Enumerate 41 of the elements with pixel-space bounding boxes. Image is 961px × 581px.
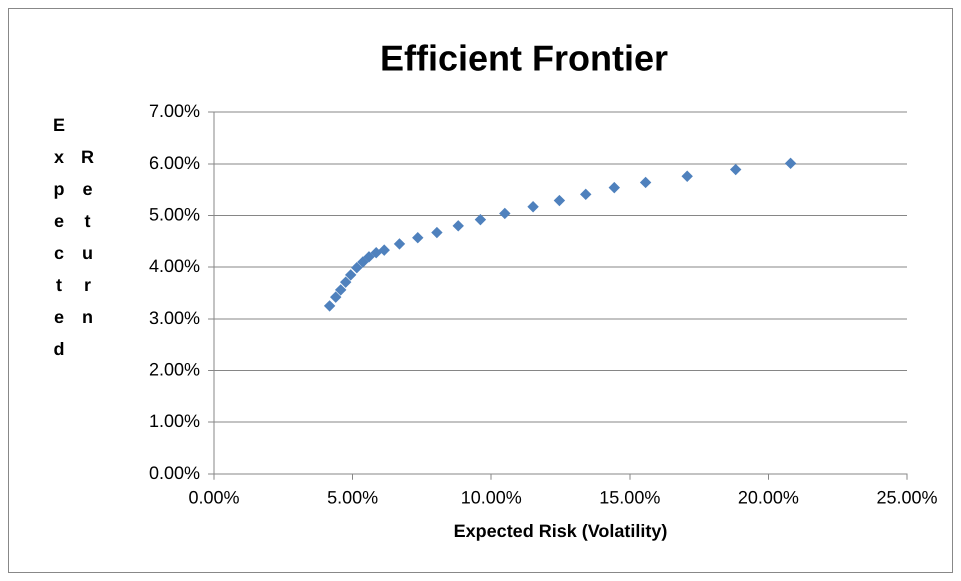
point [474, 214, 486, 226]
point [580, 188, 592, 200]
x-tick-label: 0.00% [188, 488, 240, 508]
point [554, 195, 565, 206]
point [340, 276, 352, 288]
point [363, 251, 374, 262]
x-axis-title: Expected Risk (Volatility) [454, 521, 668, 542]
point [412, 232, 424, 244]
point [730, 164, 742, 176]
point [785, 158, 796, 169]
y-tick-label: 6.00% [148, 152, 200, 173]
y-tick-label: 7.00% [148, 101, 200, 122]
y-tick-label: 5.00% [148, 204, 200, 224]
y-tick-label: 2.00% [148, 359, 200, 380]
point [335, 284, 346, 296]
y-tick-label: 0.00% [148, 462, 200, 483]
y-tick-label: 1.00% [148, 411, 200, 432]
point [378, 244, 390, 256]
point [640, 176, 652, 188]
point [499, 208, 510, 219]
chart-title: Efficient Frontier [380, 38, 668, 79]
x-tick-label: 25.00% [876, 488, 938, 508]
x-tick-label: 5.00% [327, 488, 378, 508]
point [370, 247, 382, 258]
point [351, 262, 362, 274]
point [452, 220, 464, 232]
point [330, 292, 342, 303]
point [682, 170, 693, 182]
text: Expected Return [53, 115, 94, 359]
x-tick-label: 20.00% [738, 488, 799, 508]
point [345, 269, 356, 280]
point [324, 300, 336, 312]
y-tick-label: 4.00% [148, 256, 200, 276]
point [528, 201, 539, 212]
point [357, 256, 368, 268]
point [608, 182, 620, 194]
point [431, 227, 442, 238]
y-tick-label: 3.00% [148, 308, 200, 328]
point [394, 238, 405, 250]
x-tick-label: 10.00% [460, 488, 522, 508]
x-tick-label: 15.00% [599, 488, 660, 508]
